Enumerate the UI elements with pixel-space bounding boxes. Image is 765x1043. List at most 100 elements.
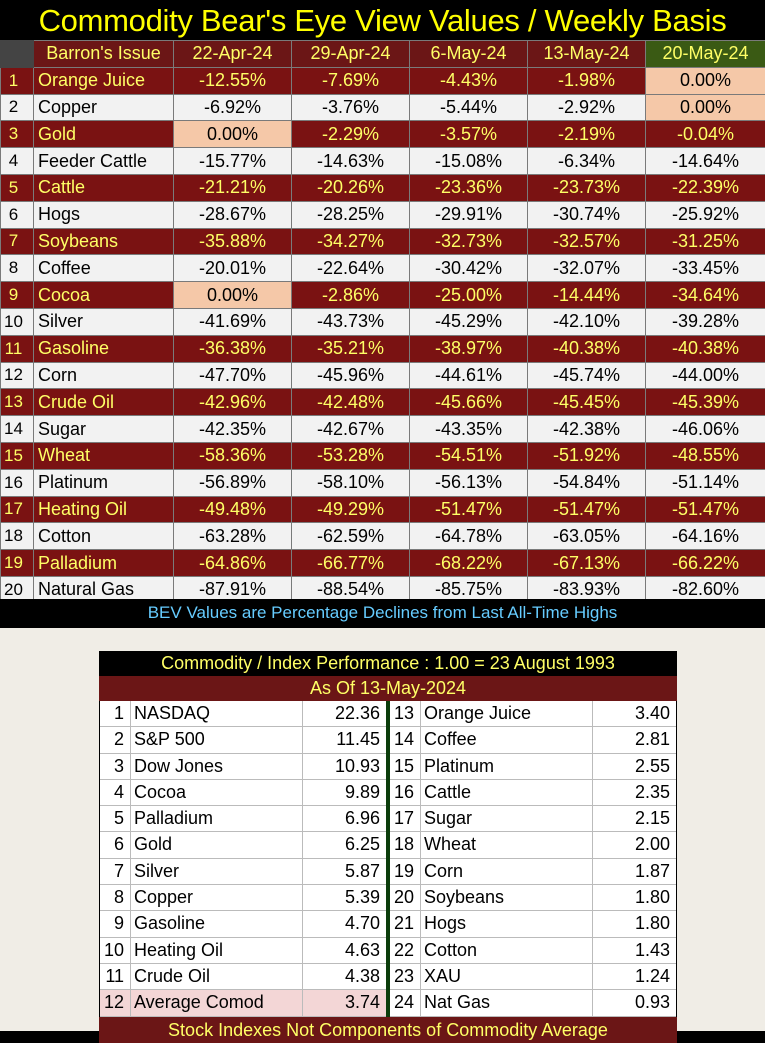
- bev-value: -2.92%: [528, 94, 646, 121]
- bev-value: -64.16%: [646, 523, 765, 550]
- perf-name: Heating Oil: [130, 938, 302, 963]
- bev-value: -49.29%: [292, 496, 410, 523]
- commodity-name: Cocoa: [34, 282, 174, 309]
- corner-cell: [1, 41, 34, 68]
- bev-value: -25.00%: [410, 282, 528, 309]
- perf-name: Copper: [130, 885, 302, 910]
- bev-value: 0.00%: [174, 282, 292, 309]
- perf-value: 0.93: [592, 990, 676, 1015]
- row-rank: 18: [1, 523, 34, 550]
- bev-value: -67.13%: [528, 550, 646, 577]
- perf-value: 1.80: [592, 911, 676, 936]
- bev-footnote: BEV Values are Percentage Declines from …: [0, 599, 765, 627]
- bev-table: Barron's Issue 22-Apr-24 29-Apr-24 6-May…: [0, 40, 765, 604]
- row-rank: 9: [1, 282, 34, 309]
- commodity-name: Palladium: [34, 550, 174, 577]
- bev-value: -42.67%: [292, 416, 410, 443]
- bev-value: -14.64%: [646, 148, 765, 175]
- perf-value: 11.45: [302, 727, 386, 752]
- perf-value: 4.70: [302, 911, 386, 936]
- perf-value: 3.40: [592, 701, 676, 726]
- row-rank: 6: [1, 201, 34, 228]
- bev-value: -44.00%: [646, 362, 765, 389]
- commodity-name: Feeder Cattle: [34, 148, 174, 175]
- perf-rank: 4: [100, 780, 130, 805]
- bev-value: -56.13%: [410, 469, 528, 496]
- perf-value: 6.25: [302, 832, 386, 857]
- performance-as-of: As Of 13-May-2024: [99, 676, 677, 701]
- performance-title: Commodity / Index Performance : 1.00 = 2…: [99, 651, 677, 676]
- perf-name: Gasoline: [130, 911, 302, 936]
- row-rank: 16: [1, 469, 34, 496]
- perf-rank: 9: [100, 911, 130, 936]
- bev-value: -41.69%: [174, 308, 292, 335]
- perf-name: Palladium: [130, 806, 302, 831]
- perf-value: 1.24: [592, 964, 676, 989]
- row-rank: 14: [1, 416, 34, 443]
- bev-value: -31.25%: [646, 228, 765, 255]
- perf-name: NASDAQ: [130, 701, 302, 726]
- bev-value: -14.63%: [292, 148, 410, 175]
- perf-rank: 19: [390, 859, 420, 884]
- commodity-name: Hogs: [34, 201, 174, 228]
- bev-value: -35.88%: [174, 228, 292, 255]
- bev-value: 0.00%: [646, 67, 765, 94]
- bev-value: -51.47%: [528, 496, 646, 523]
- bev-value: -66.77%: [292, 550, 410, 577]
- perf-name: Hogs: [420, 911, 592, 936]
- bev-value: -45.45%: [528, 389, 646, 416]
- bev-value: -6.92%: [174, 94, 292, 121]
- row-rank: 5: [1, 174, 34, 201]
- perf-name: Soybeans: [420, 885, 592, 910]
- bev-value: -0.04%: [646, 121, 765, 148]
- bev-value: -34.64%: [646, 282, 765, 309]
- bev-value: -51.92%: [528, 442, 646, 469]
- perf-name: Cotton: [420, 938, 592, 963]
- commodity-name: Soybeans: [34, 228, 174, 255]
- perf-name: Platinum: [420, 754, 592, 779]
- bev-value: -38.97%: [410, 335, 528, 362]
- row-rank: 1: [1, 67, 34, 94]
- commodity-name: Gasoline: [34, 335, 174, 362]
- bev-value: -43.73%: [292, 308, 410, 335]
- bev-value: -44.61%: [410, 362, 528, 389]
- date-header: 13-May-24: [528, 41, 646, 68]
- perf-value: 2.81: [592, 727, 676, 752]
- bev-value: -2.19%: [528, 121, 646, 148]
- perf-rank: 14: [390, 727, 420, 752]
- perf-rank: 6: [100, 832, 130, 857]
- bev-value: -25.92%: [646, 201, 765, 228]
- perf-value: 9.89: [302, 780, 386, 805]
- bev-value: -42.48%: [292, 389, 410, 416]
- bev-value: -42.35%: [174, 416, 292, 443]
- perf-rank: 11: [100, 964, 130, 989]
- bev-value: -32.07%: [528, 255, 646, 282]
- date-header-current: 20-May-24: [646, 41, 765, 68]
- perf-value: 2.15: [592, 806, 676, 831]
- bev-value: -40.38%: [528, 335, 646, 362]
- perf-name: Cattle: [420, 780, 592, 805]
- perf-name: XAU: [420, 964, 592, 989]
- bev-value: -63.05%: [528, 523, 646, 550]
- bev-value: -39.28%: [646, 308, 765, 335]
- bev-value: -56.89%: [174, 469, 292, 496]
- bev-value: -68.22%: [410, 550, 528, 577]
- perf-rank: 20: [390, 885, 420, 910]
- perf-name: Cocoa: [130, 780, 302, 805]
- perf-name: Average Comod: [130, 990, 302, 1015]
- bev-value: -3.76%: [292, 94, 410, 121]
- bev-value: -45.96%: [292, 362, 410, 389]
